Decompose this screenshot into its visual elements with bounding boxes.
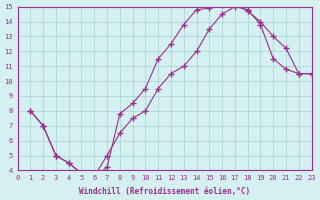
X-axis label: Windchill (Refroidissement éolien,°C): Windchill (Refroidissement éolien,°C) [79, 187, 250, 196]
